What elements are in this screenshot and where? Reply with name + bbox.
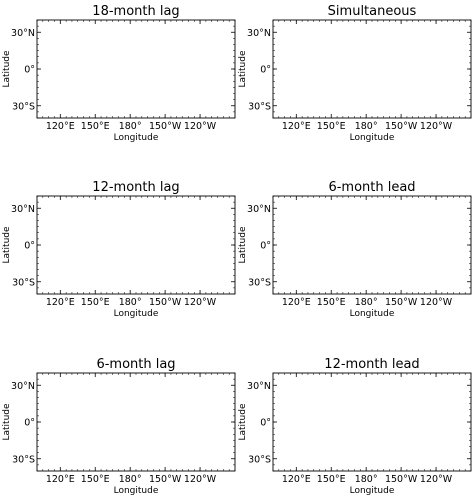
x-tick-label: 150°E [317, 474, 346, 485]
map-panel-6: 12-month lead 120°E 150°E 180° 150°W 120°W 30°… [238, 357, 472, 496]
x-tick-label: 120°W [184, 474, 217, 485]
y-tick-label: 30°N [11, 381, 35, 392]
x-tick-label: 120°W [420, 297, 453, 308]
x-tick-label: 120°W [184, 121, 217, 132]
y-tick-label: 30°S [248, 101, 271, 112]
x-tick-label: 180° [355, 474, 378, 485]
panel-title: 6-month lead [328, 180, 415, 195]
panel-title: 12-month lag [92, 180, 179, 195]
x-tick-label: 120°E [46, 474, 75, 485]
map-frame [36, 195, 236, 295]
x-axis-label: Longitude [114, 309, 159, 319]
y-axis-label: Latitude [2, 403, 12, 441]
x-tick-label: 150°W [385, 297, 418, 308]
x-tick-label: 150°W [385, 121, 418, 132]
y-tick-label: 0° [24, 65, 35, 76]
y-tick-label: 0° [260, 241, 271, 252]
map-panel-1: 18-month lag 120°E 150°E 180° 150°W 120°W 30°N… [2, 4, 236, 143]
x-tick-label: 150°W [149, 297, 182, 308]
y-tick-label: 30°N [247, 28, 271, 39]
y-axis-label: Latitude [238, 226, 248, 264]
x-tick-label: 150°E [81, 297, 110, 308]
y-axis-label: Latitude [238, 50, 248, 88]
x-axis-label: Longitude [350, 309, 395, 319]
panel-title: 12-month lead [324, 357, 419, 372]
x-tick-label: 120°E [282, 297, 311, 308]
map-panel-2: Simultaneous 120°E 150°E 180° 150°W 120°W 30°N… [238, 4, 472, 143]
y-tick-label: 0° [260, 418, 271, 429]
map-panel-3: 12-month lag 120°E 150°E 180° 150°W 120°W 30°N… [2, 180, 236, 319]
map-frame [36, 372, 236, 472]
map-frame [272, 372, 472, 472]
x-tick-label: 120°E [282, 474, 311, 485]
y-axis-label: Latitude [2, 226, 12, 264]
x-tick-label: 150°W [149, 121, 182, 132]
panel-title: 18-month lag [92, 4, 179, 19]
x-axis-label: Longitude [350, 486, 395, 496]
y-tick-label: 0° [24, 418, 35, 429]
x-tick-label: 150°E [317, 297, 346, 308]
map-panel-5: 6-month lag 120°E 150°E 180° 150°W 120°W 30°N 0… [2, 357, 236, 496]
panel-title: 6-month lag [96, 357, 175, 372]
map-panel-4: 6-month lead 120°E 150°E 180° 150°W 120°W 30°N… [238, 180, 472, 319]
x-tick-label: 120°W [420, 474, 453, 485]
x-tick-label: 150°W [385, 474, 418, 485]
y-tick-label: 30°S [248, 277, 271, 288]
y-tick-label: 30°S [12, 101, 35, 112]
x-tick-label: 150°E [317, 121, 346, 132]
y-tick-label: 30°N [11, 204, 35, 215]
y-axis-label: Latitude [2, 50, 12, 88]
x-tick-label: 180° [119, 297, 142, 308]
x-tick-label: 120°E [46, 297, 75, 308]
x-tick-label: 150°E [81, 121, 110, 132]
x-tick-label: 150°W [149, 474, 182, 485]
y-tick-label: 30°S [248, 454, 271, 465]
y-tick-label: 30°N [11, 28, 35, 39]
y-tick-label: 30°N [247, 381, 271, 392]
x-tick-label: 180° [119, 474, 142, 485]
x-tick-label: 180° [119, 121, 142, 132]
y-axis-label: Latitude [238, 403, 248, 441]
x-tick-label: 120°W [184, 297, 217, 308]
y-tick-label: 30°S [12, 277, 35, 288]
x-axis-label: Longitude [114, 133, 159, 143]
x-axis-label: Longitude [350, 133, 395, 143]
x-axis-label: Longitude [114, 486, 159, 496]
x-tick-label: 180° [355, 297, 378, 308]
y-tick-label: 30°N [247, 204, 271, 215]
x-tick-label: 180° [355, 121, 378, 132]
map-frame [272, 195, 472, 295]
x-tick-label: 120°W [420, 121, 453, 132]
x-tick-label: 150°E [81, 474, 110, 485]
x-tick-label: 120°E [46, 121, 75, 132]
y-tick-label: 30°S [12, 454, 35, 465]
panel-title: Simultaneous [328, 4, 417, 19]
map-frame [272, 19, 472, 119]
y-tick-label: 0° [260, 65, 271, 76]
y-tick-label: 0° [24, 241, 35, 252]
map-frame [36, 19, 236, 119]
x-tick-label: 120°E [282, 121, 311, 132]
